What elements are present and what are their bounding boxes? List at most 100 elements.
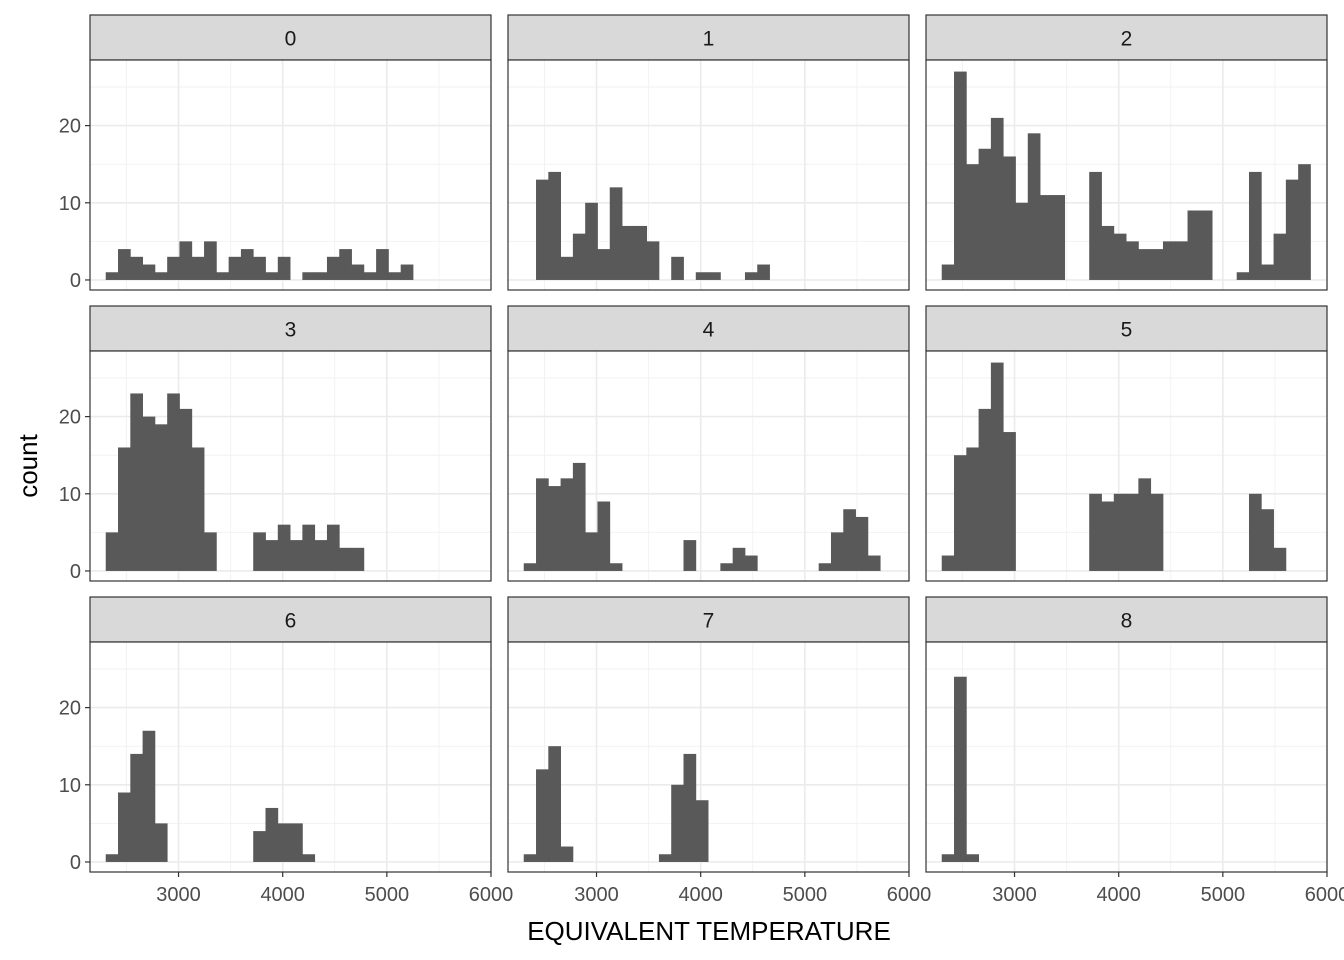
histogram-bar	[191, 256, 205, 280]
histogram-bar	[216, 272, 230, 280]
facet-strip	[925, 14, 1328, 61]
facet-panels: 0 1 2 3 4 5 6 7 8	[89, 14, 1328, 873]
histogram-bar	[966, 447, 979, 571]
histogram-bar	[142, 264, 156, 280]
histogram-bar	[154, 272, 168, 280]
facet-strip	[925, 596, 1328, 643]
histogram-bar	[253, 256, 266, 280]
histogram-bar	[1003, 156, 1016, 280]
histogram-bar	[240, 249, 254, 280]
histogram-bar	[179, 241, 193, 280]
histogram-bar	[326, 256, 340, 280]
panel-border	[925, 350, 1328, 582]
histogram-bar	[290, 823, 303, 862]
histogram-bar	[1138, 478, 1152, 571]
x-tick-label: 4000	[678, 884, 723, 906]
panel-background	[926, 642, 1327, 872]
histogram-bar	[277, 823, 291, 862]
histogram-bar	[351, 264, 365, 280]
histogram-bars	[105, 393, 365, 571]
panel-background	[508, 642, 909, 872]
panel-border	[507, 350, 910, 582]
panel-background	[508, 60, 909, 290]
x-tick-label: 5000	[365, 884, 410, 906]
x-tick-label: 4000	[260, 884, 305, 906]
y-tick-label: 0	[70, 561, 81, 583]
histogram-bar	[130, 753, 143, 862]
y-tick-label: 20	[59, 698, 81, 720]
histogram-bar	[118, 792, 131, 862]
histogram-bar	[204, 241, 217, 280]
histogram-bar	[523, 854, 537, 862]
facet-strip-label: 7	[703, 610, 715, 633]
facet-panel-6: 6	[89, 596, 492, 873]
histogram-bar	[855, 516, 869, 571]
histogram-bar	[142, 416, 156, 571]
histogram-bar	[265, 272, 279, 280]
histogram-bar	[1273, 547, 1287, 571]
facet-panel-0: 0	[89, 14, 492, 291]
facet-strip-label: 6	[285, 610, 297, 633]
histogram-bar	[277, 524, 291, 571]
facet-strip	[89, 14, 492, 61]
histogram-bar	[130, 256, 143, 280]
histogram-bar	[634, 225, 648, 280]
histogram-bar	[265, 807, 279, 862]
grid-lines	[508, 642, 910, 872]
histogram-bar	[1040, 195, 1053, 280]
histogram-bar	[1052, 195, 1066, 280]
y-tick-label: 20	[59, 116, 81, 138]
histogram-bar	[560, 256, 574, 280]
x-tick-label: 5000	[1201, 884, 1246, 906]
histogram-bar	[818, 563, 832, 571]
facet-strip	[507, 305, 910, 352]
histogram-bar	[290, 540, 303, 571]
histogram-bars	[536, 171, 770, 280]
histogram-bar	[523, 563, 537, 571]
histogram-bar	[1015, 202, 1029, 280]
histogram-bar	[744, 272, 758, 280]
panel-border	[507, 641, 910, 873]
x-tick-label: 3000	[992, 884, 1037, 906]
histogram-bar	[167, 393, 180, 571]
histogram-bars	[523, 462, 881, 571]
histogram-bar	[843, 509, 856, 571]
histogram-bar	[720, 563, 734, 571]
histogram-bar	[142, 730, 156, 862]
histogram-bar	[167, 256, 180, 280]
histogram-bar	[990, 117, 1004, 280]
panel-border	[925, 59, 1328, 291]
histogram-bar	[179, 408, 193, 571]
histogram-bar	[585, 202, 598, 280]
histogram-bar	[314, 272, 328, 280]
histogram-bar	[253, 831, 266, 862]
histogram-bar	[1236, 272, 1250, 280]
histogram-bar	[572, 462, 586, 571]
histogram-bar	[1089, 493, 1102, 571]
facet-panel-3: 3	[89, 305, 492, 582]
histogram-bar	[597, 501, 611, 571]
y-tick-label: 20	[59, 407, 81, 429]
histogram-bar	[154, 424, 168, 571]
histogram-bar	[302, 854, 316, 862]
histogram-bar	[302, 524, 316, 571]
histogram-bar	[118, 447, 131, 571]
histogram-bar	[609, 563, 623, 571]
histogram-bar	[597, 249, 611, 280]
histogram-bar	[154, 823, 168, 862]
histogram-bar	[867, 555, 881, 571]
histogram-bar	[658, 854, 672, 862]
histogram-bar	[400, 264, 414, 280]
facet-strip-label: 4	[703, 319, 715, 342]
histogram-bar	[536, 179, 549, 280]
histogram-bar	[1101, 225, 1115, 280]
histogram-bar	[646, 241, 660, 280]
histogram-bar	[744, 555, 758, 571]
panel-border	[507, 59, 910, 291]
y-tick-label: 10	[59, 484, 81, 506]
facet-panel-4: 4	[507, 305, 910, 582]
histogram-bar	[339, 547, 352, 571]
x-axis-title: EQUIVALENT TEMPERATURE	[527, 916, 891, 946]
histogram-bar	[376, 249, 389, 280]
